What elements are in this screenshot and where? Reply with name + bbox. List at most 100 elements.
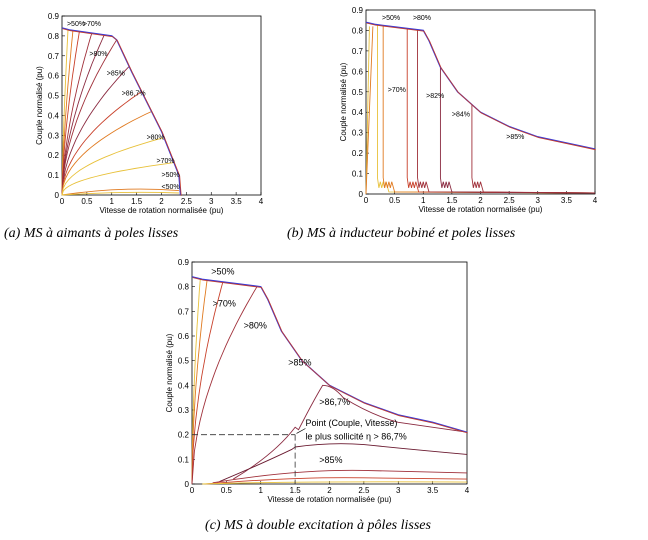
x-tick-label: 3.5 xyxy=(231,197,243,206)
x-tick-label: 2 xyxy=(478,196,483,205)
y-tick-label: 0.9 xyxy=(48,12,60,21)
efficiency-contour xyxy=(382,25,596,194)
x-tick-label: 0 xyxy=(190,486,195,495)
annotation-label: >50% xyxy=(67,21,85,28)
efficiency-contour xyxy=(202,481,468,485)
chart-panel-a: 0 0.5 1 1.5 2 2.5 3 3.5 4 0 0.1 0.2 0.3 0.4 0.5 0.6 0.7 0… xyxy=(35,12,264,215)
y-tick-label: 0.3 xyxy=(48,131,60,140)
efficiency-contour xyxy=(61,191,179,196)
efficiency-contour xyxy=(205,477,468,485)
annotation-label: >85% xyxy=(107,71,125,78)
y-tick-label: 0.7 xyxy=(352,47,364,56)
x-tick-label: 2 xyxy=(159,197,164,206)
efficiency-contour xyxy=(61,91,142,196)
efficiency-contour xyxy=(61,34,105,196)
y-tick-label: 0.5 xyxy=(178,357,190,366)
efficiency-contour xyxy=(61,111,152,196)
efficiency-contour xyxy=(365,26,374,195)
x-tick-label: 4 xyxy=(593,196,598,205)
efficiency-contour xyxy=(61,66,130,196)
x-tick-label: 3.5 xyxy=(427,486,439,495)
y-tick-label: 0.5 xyxy=(352,88,364,97)
efficiency-contour xyxy=(61,188,179,196)
x-tick-label: 1.5 xyxy=(131,197,143,206)
x-tick-label: 4 xyxy=(259,197,264,206)
annotation-label: Point (Couple, Vitesse) xyxy=(305,418,397,428)
y-tick-label: 0.4 xyxy=(178,381,190,390)
annotation-label: >86,7% xyxy=(319,397,350,407)
x-tick-label: 0.5 xyxy=(389,196,401,205)
y-axis-label: Couple normalisé (pu) xyxy=(35,66,44,145)
x-tick-label: 3 xyxy=(209,197,214,206)
y-tick-label: 0.6 xyxy=(48,72,60,81)
annotation-label: >70% xyxy=(157,158,175,165)
efficiency-contour xyxy=(61,32,93,196)
efficiency-contour xyxy=(191,281,224,485)
efficiency-contour xyxy=(212,469,468,484)
annotation-label: >50% xyxy=(382,15,400,22)
y-tick-label: 0.9 xyxy=(352,6,364,15)
y-tick-label: 0 xyxy=(55,191,60,200)
y-tick-label: 0 xyxy=(359,190,364,199)
y-tick-label: 0.8 xyxy=(48,32,60,41)
y-tick-label: 0.7 xyxy=(178,307,190,316)
y-tick-label: 0.1 xyxy=(48,171,60,180)
annotation-label: >80% xyxy=(147,134,165,141)
efficiency-contour xyxy=(406,28,596,194)
annotation-label: >70% xyxy=(213,298,236,308)
caption-c: (c) MS à double excitation à pôles lisse… xyxy=(205,518,431,533)
envelope-line-red xyxy=(192,277,468,434)
y-tick-label: 0.2 xyxy=(352,149,364,158)
y-tick-label: 0.2 xyxy=(48,151,60,160)
y-axis-label: Couple normalisé (pu) xyxy=(339,62,348,141)
x-tick-label: 2.5 xyxy=(358,486,370,495)
y-tick-label: 0.1 xyxy=(352,170,364,179)
efficiency-contour xyxy=(191,285,258,485)
x-tick-label: 1.5 xyxy=(290,486,302,495)
x-tick-label: 3 xyxy=(396,486,401,495)
y-tick-label: 0.4 xyxy=(48,111,60,120)
y-tick-label: 0.8 xyxy=(178,283,190,292)
y-tick-label: 0 xyxy=(185,480,190,489)
annotation-label: >70% xyxy=(83,21,101,28)
y-tick-label: 0.4 xyxy=(352,108,364,117)
y-tick-label: 0.7 xyxy=(48,52,60,61)
annotation-label: >80% xyxy=(244,321,267,331)
y-tick-label: 0.3 xyxy=(352,129,364,138)
x-tick-label: 2.5 xyxy=(181,197,193,206)
x-tick-label: 1 xyxy=(110,197,115,206)
annotation-label: >50% xyxy=(211,266,234,276)
x-tick-label: 1 xyxy=(259,486,264,495)
x-tick-label: 0 xyxy=(60,197,65,206)
x-tick-label: 0.5 xyxy=(81,197,93,206)
annotation-label: >50% xyxy=(162,172,180,179)
efficiency-contour xyxy=(191,278,201,485)
y-tick-label: 0.9 xyxy=(178,258,190,267)
x-tick-label: 2 xyxy=(327,486,332,495)
x-axis-label: Vitesse de rotation normalisée (pu) xyxy=(419,205,543,214)
x-tick-label: 2.5 xyxy=(504,196,516,205)
annotation-label: >86,7% xyxy=(122,91,146,98)
x-tick-label: 0.5 xyxy=(221,486,233,495)
efficiency-contour xyxy=(61,31,80,196)
x-tick-label: 4 xyxy=(465,486,470,495)
efficiency-contour xyxy=(365,26,370,195)
efficiency-contour xyxy=(417,29,596,194)
annotation-label: >85% xyxy=(319,455,342,465)
annotation-label: le plus sollicité η > 86,7% xyxy=(305,432,406,442)
efficiency-contour xyxy=(439,67,596,194)
annotation-label: <50% xyxy=(162,184,180,191)
efficiency-contour xyxy=(61,29,69,196)
x-tick-label: 1.5 xyxy=(446,196,458,205)
efficiency-contour xyxy=(61,162,174,196)
annotation-label: >85% xyxy=(506,134,524,141)
caption-a: (a) MS à aimants à poles lisses xyxy=(4,226,179,241)
plot-area xyxy=(61,15,262,196)
annotation-label: >84% xyxy=(452,111,470,118)
y-tick-label: 0.2 xyxy=(178,431,190,440)
chart-panel-c: 0 0.5 1 1.5 2 2.5 3 3.5 4 0 0.1 0.2 0.3 0.4 0.5 0.6 0.7 0… xyxy=(165,258,470,504)
x-axis-label: Vitesse de rotation normalisée (pu) xyxy=(268,495,392,504)
envelope-line-red xyxy=(62,28,182,196)
annotation-label: >82% xyxy=(426,93,444,100)
